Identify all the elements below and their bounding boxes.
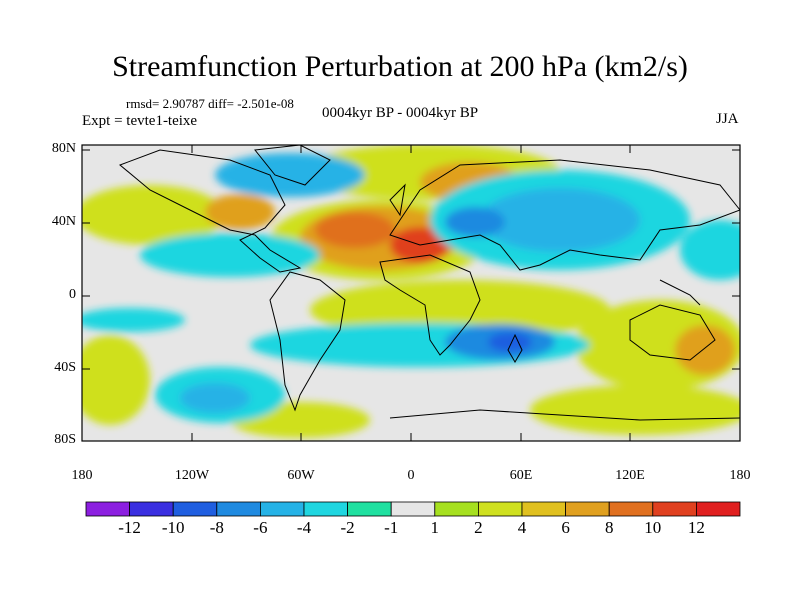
colorbar-label: -6: [253, 518, 268, 537]
lon-label-120e: 120E: [615, 468, 645, 483]
lat-label-80s: 80S: [54, 432, 76, 447]
colorbar-label: -8: [209, 518, 224, 537]
colorbar-label: -12: [118, 518, 141, 537]
axis-ticks: [81, 145, 741, 442]
colorbar-label: 8: [604, 518, 614, 537]
lat-label-0: 0: [69, 287, 76, 302]
lat-label-80n: 80N: [51, 141, 76, 156]
colorbar-box: [172, 501, 218, 517]
colorbar-box: [85, 501, 130, 517]
colorbar-label: -4: [296, 518, 312, 537]
lon-label-120w: 120W: [174, 468, 210, 483]
colorbar-box: [259, 501, 305, 517]
colorbar-label: 4: [517, 518, 527, 537]
colorbar-label: 10: [644, 518, 662, 537]
period-label: 0004kyr BP - 0004kyr BP: [322, 105, 479, 121]
colorbar-box: [521, 501, 566, 517]
colorbar-label: -10: [161, 518, 185, 537]
colorbar-box: [129, 501, 174, 517]
lat-label-40s: 40S: [54, 360, 76, 375]
lon-label-0: 0: [407, 468, 415, 483]
chart-title: Streamfunction Perturbation at 200 hPa (…: [112, 50, 688, 83]
season-label: JJA: [716, 111, 739, 127]
rmsd-diff-stats: rmsd= 2.90787 diff= -2.501e-08: [126, 96, 294, 111]
colorbar-box: [696, 501, 741, 517]
colorbar-box: [477, 501, 523, 517]
lon-label-180e: 180: [729, 468, 751, 483]
colorbar-label: 2: [474, 518, 483, 537]
experiment-label: Expt = tevte1-teixe: [82, 113, 198, 129]
lon-label-60w: 60W: [287, 468, 315, 483]
colorbar-box: [608, 501, 654, 517]
colorbar: [85, 501, 741, 517]
colorbar-label: -2: [340, 518, 355, 537]
coastlines: [119, 145, 740, 421]
colorbar-box: [434, 501, 479, 517]
colorbar-box: [347, 501, 392, 517]
colorbar-box: [652, 501, 697, 517]
lon-label-60e: 60E: [509, 468, 533, 483]
contour-field: [82, 145, 740, 441]
lat-label-40n: 40N: [51, 214, 76, 229]
colorbar-label: 1: [430, 518, 440, 537]
colorbar-box: [303, 501, 348, 517]
colorbar-label: -1: [384, 518, 399, 537]
colorbar-label: 12: [687, 518, 705, 537]
colorbar-box: [390, 501, 436, 517]
colorbar-label: 6: [561, 518, 570, 537]
colorbar-box: [216, 501, 261, 517]
colorbar-box: [565, 501, 610, 517]
lon-label-180w: 180: [71, 468, 93, 483]
